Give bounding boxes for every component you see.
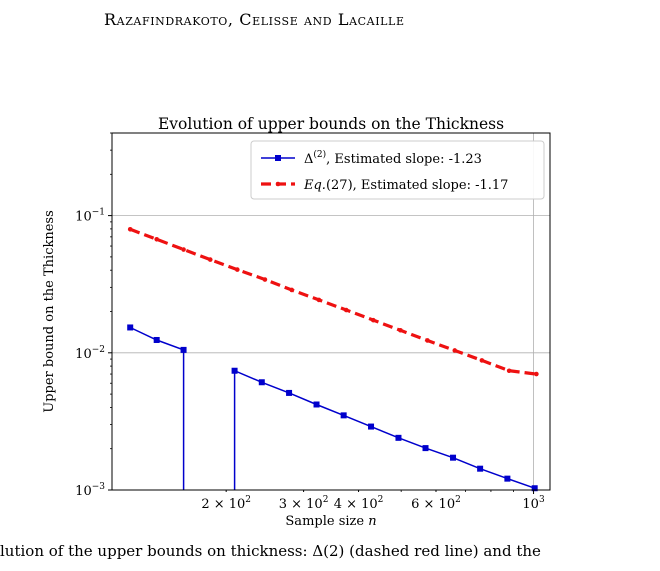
data-point-series-2 — [452, 348, 458, 353]
data-point-series-1 — [504, 475, 511, 482]
legend-label-series-2: Eq.(27), Estimated slope: -1.17 — [303, 178, 508, 193]
legend-marker-series-1 — [275, 155, 281, 161]
data-point-series-1 — [231, 367, 238, 374]
data-point-series-1 — [258, 379, 265, 386]
data-point-series-1 — [153, 336, 160, 343]
series-layer — [127, 226, 539, 492]
chart-svg: 10−3 10−2 10−1 2 × 102 3 × 102 4 × 102 6 × 102… — [42, 115, 551, 529]
data-point-series-2 — [316, 297, 322, 303]
legend-label-series-1: Δ(2), Estimated slope: -1.23 — [304, 149, 482, 167]
data-point-series-1 — [395, 434, 402, 441]
data-point-series-1 — [286, 389, 293, 396]
series-line-1 — [233, 369, 535, 490]
x-tick-label: 103 — [522, 495, 545, 512]
legend-label-main: Eq. — [303, 178, 326, 193]
data-point-series-2 — [181, 247, 186, 252]
data-point-series-1 — [340, 412, 347, 419]
x-tick-label: 3 × 102 — [279, 495, 329, 512]
data-point-series-1 — [450, 454, 457, 461]
legend-label-main: Δ — [304, 152, 313, 167]
legend-marker-series-2 — [275, 181, 281, 187]
legend-box — [250, 140, 545, 200]
figure-caption-text: lution of the upper bounds on thickness:… — [0, 542, 541, 560]
data-point-series-2 — [398, 327, 403, 333]
y-tick-label: 10−2 — [75, 345, 105, 362]
data-point-series-2 — [343, 307, 349, 313]
data-point-series-2 — [479, 358, 485, 363]
x-tick-exponent: 2 — [245, 495, 251, 505]
data-point-series-1 — [313, 401, 320, 408]
x-tick-label: 2 × 102 — [201, 495, 251, 512]
x-axis-label-variable: n — [368, 514, 376, 529]
data-point-series-2 — [207, 257, 213, 262]
x-tick-exponent: 3 — [539, 495, 545, 505]
data-point-series-2 — [154, 236, 159, 242]
legend-label-rest: (27), Estimated slope: -1.17 — [326, 178, 508, 193]
data-point-series-2 — [289, 287, 295, 293]
legend-label-rest: , Estimated slope: -1.23 — [326, 152, 482, 167]
data-point-series-1 — [127, 324, 134, 331]
data-point-series-2 — [425, 338, 430, 343]
y-axis-label: Upper bound on the Thickness — [42, 210, 57, 413]
y-tick-exponent: −3 — [92, 482, 106, 492]
x-tick-label: 6 × 102 — [411, 495, 461, 512]
x-axis-label: Sample size n — [285, 514, 376, 529]
y-tick-label: 10−1 — [75, 208, 105, 225]
data-point-series-2 — [506, 368, 512, 374]
data-point-series-1 — [422, 445, 429, 452]
figure-caption: lution of the upper bounds on thickness:… — [0, 532, 660, 571]
y-tick-exponent: −2 — [92, 345, 105, 355]
series-line-2 — [129, 227, 537, 376]
y-tick-exponent: −1 — [92, 208, 105, 218]
data-point-series-1 — [477, 465, 484, 472]
legend-label-superscript: (2) — [313, 149, 326, 160]
series-line-1 — [129, 326, 185, 490]
x-tick-exponent: 2 — [323, 495, 329, 505]
data-point-series-2 — [127, 226, 133, 232]
page-header-authors: Razafindrakoto, Celisse and Lacaille — [104, 10, 405, 29]
x-tick-exponent: 2 — [378, 495, 384, 505]
data-point-series-1 — [180, 346, 187, 353]
data-point-series-2 — [235, 267, 240, 272]
chart-title: Evolution of upper bounds on the Thickne… — [158, 115, 504, 133]
data-point-series-2 — [534, 371, 539, 377]
x-tick-label: 4 × 102 — [334, 495, 384, 512]
y-tick-label: 10−3 — [75, 482, 105, 499]
data-point-series-1 — [368, 423, 375, 430]
x-tick-exponent: 2 — [455, 495, 461, 505]
data-point-series-1 — [531, 485, 538, 492]
data-point-series-2 — [262, 277, 268, 282]
data-point-series-2 — [370, 317, 376, 323]
